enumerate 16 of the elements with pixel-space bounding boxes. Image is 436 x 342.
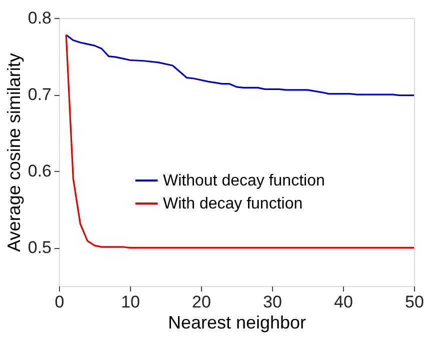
line-series — [65, 34, 415, 96]
y-axis-title: Average cosine similarity — [4, 53, 24, 252]
y-tick-label: 0.6 — [28, 162, 52, 181]
legend-label: With decay function — [163, 196, 303, 212]
x-tick-label: 40 — [334, 292, 353, 312]
x-tick-label: 10 — [121, 292, 140, 312]
x-tick-label: 20 — [192, 292, 211, 312]
y-tick-label: 0.8 — [28, 8, 52, 28]
x-tick-label: 30 — [263, 292, 282, 312]
x-tick-label: 50 — [405, 292, 424, 312]
x-axis-title: Nearest neighbor — [168, 312, 306, 332]
y-tick-label: 0.5 — [28, 238, 52, 258]
line-series — [65, 34, 415, 249]
x-tick-label: 0 — [54, 292, 64, 312]
y-tick-label: 0.7 — [28, 85, 52, 104]
legend-label: Without decay function — [163, 172, 325, 190]
